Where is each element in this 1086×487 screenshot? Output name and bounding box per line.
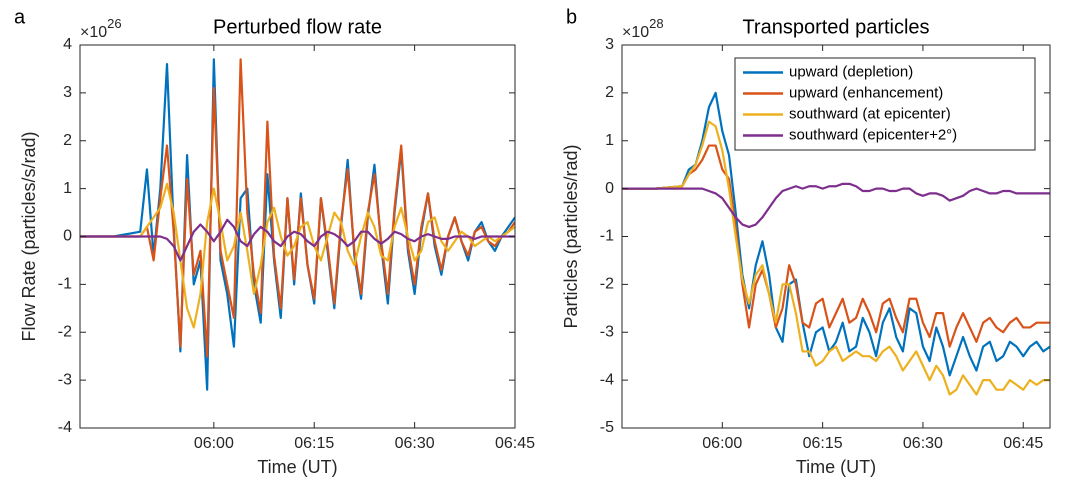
y-tick-label: -4 — [58, 419, 72, 436]
y-tick-label: 2 — [63, 132, 72, 149]
multiplier-exponent: 26 — [107, 16, 121, 31]
plot-area — [80, 58, 515, 391]
plot-area — [622, 91, 1050, 396]
x-tick-label: 06:30 — [903, 435, 943, 452]
x-tick-label: 06:00 — [194, 435, 234, 452]
multiplier-base: ×10 — [622, 24, 649, 41]
series-line — [80, 182, 515, 329]
x-tick-label: 06:15 — [803, 435, 843, 452]
panel-label: b — [566, 6, 577, 28]
y-axis-label: Flow Rate (particles/s/rad) — [19, 131, 39, 341]
series-line — [80, 218, 515, 262]
legend-label: southward (at epicenter) — [789, 105, 951, 122]
y-tick-label: -1 — [600, 228, 614, 245]
y-tick-label: -5 — [600, 419, 614, 436]
y-tick-label: -2 — [600, 276, 614, 293]
legend-box — [734, 57, 1036, 151]
x-tick-label: 06:45 — [495, 435, 535, 452]
y-tick-label: -3 — [600, 323, 614, 340]
y-axis-label: Particles (particles/rad) — [561, 144, 581, 328]
y-tick-label: -1 — [58, 276, 72, 293]
x-axis-label: Time (UT) — [796, 457, 876, 477]
panel-label: a — [14, 6, 26, 28]
y-tick-label: -2 — [58, 323, 72, 340]
series-line — [80, 58, 515, 391]
series-line — [622, 91, 1050, 377]
legend-label: upward (enhancement) — [789, 84, 943, 101]
y-tick-label: -4 — [600, 371, 614, 388]
axes-box — [79, 44, 516, 429]
chart-title: Perturbed flow rate — [213, 16, 382, 38]
legend-label: southward (epicenter+2°) — [789, 126, 957, 143]
y-tick-label: 3 — [605, 36, 614, 53]
y-tick-label: 0 — [605, 180, 614, 197]
y-tick-label: -3 — [58, 371, 72, 388]
axis-multiplier: ×1028 — [622, 16, 664, 41]
y-tick-label: 3 — [63, 84, 72, 101]
y-tick-label: 2 — [605, 84, 614, 101]
y-tick-label: 1 — [605, 132, 614, 149]
y-tick-label: 0 — [63, 228, 72, 245]
x-tick-label: 06:00 — [702, 435, 742, 452]
multiplier-base: ×10 — [80, 24, 107, 41]
axis-multiplier: ×1026 — [80, 16, 122, 41]
chart-title: Transported particles — [742, 16, 929, 38]
series-line — [80, 58, 515, 358]
y-tick-label: 1 — [63, 180, 72, 197]
x-axis-label: Time (UT) — [257, 457, 337, 477]
x-tick-label: 06:30 — [395, 435, 435, 452]
series-line — [622, 144, 1050, 348]
multiplier-exponent: 28 — [649, 16, 663, 31]
series-line — [622, 120, 1050, 396]
x-tick-label: 06:15 — [294, 435, 334, 452]
x-tick-label: 06:45 — [1003, 435, 1043, 452]
legend-label: upward (depletion) — [789, 63, 913, 80]
axes-box — [621, 44, 1051, 429]
y-tick-label: 4 — [63, 36, 72, 53]
series-line — [622, 182, 1050, 229]
